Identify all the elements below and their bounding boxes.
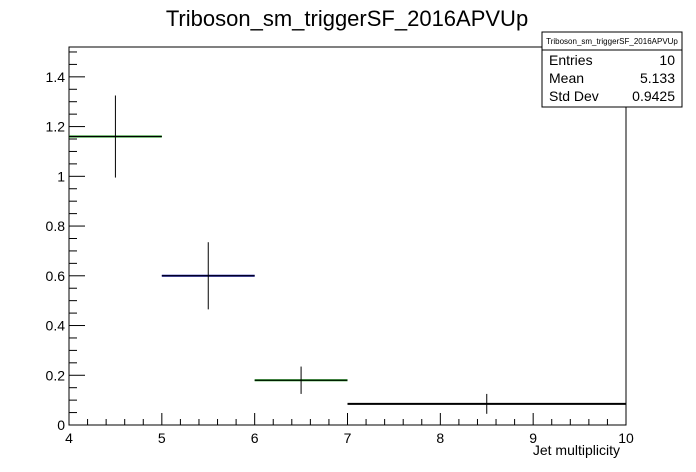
histogram-bins — [69, 95, 626, 414]
stats-entries-value: 10 — [659, 52, 675, 68]
y-tick-label: 0.4 — [46, 318, 66, 334]
stats-mean-label: Mean — [549, 70, 584, 86]
x-tick-label: 8 — [436, 430, 444, 446]
y-tick-label: 0.8 — [46, 218, 66, 234]
y-tick-label: 1.4 — [46, 69, 66, 85]
y-axis: 0 0.2 0.4 0.6 0.8 1 1.2 1.4 — [46, 51, 85, 433]
x-tick-label: 6 — [251, 430, 259, 446]
x-tick-label: 10 — [618, 430, 634, 446]
x-axis: 4 5 6 7 8 9 10 — [65, 413, 634, 446]
y-tick-label: 1.2 — [46, 119, 66, 135]
y-tick-label: 0.6 — [46, 268, 66, 284]
y-tick-label: 1 — [57, 168, 65, 184]
chart-title: Triboson_sm_triggerSF_2016APVUp — [166, 6, 528, 31]
stats-box-title: Triboson_sm_triggerSF_2016APVUp — [546, 37, 678, 46]
stats-box-frame — [541, 31, 683, 108]
x-axis-label: Jet multiplicity — [533, 442, 620, 458]
x-tick-label: 9 — [529, 430, 537, 446]
x-tick-label: 5 — [158, 430, 166, 446]
stats-stddev-label: Std Dev — [549, 88, 599, 104]
stats-stddev-value: 0.9425 — [632, 88, 675, 104]
stats-entries-label: Entries — [549, 52, 593, 68]
x-tick-label: 7 — [344, 430, 352, 446]
x-tick-label: 4 — [65, 430, 73, 446]
stats-box: Triboson_sm_triggerSF_2016APVUp Entries … — [541, 31, 683, 108]
y-tick-label: 0 — [57, 417, 65, 433]
y-tick-label: 0.2 — [46, 367, 66, 383]
stats-mean-value: 5.133 — [640, 70, 675, 86]
